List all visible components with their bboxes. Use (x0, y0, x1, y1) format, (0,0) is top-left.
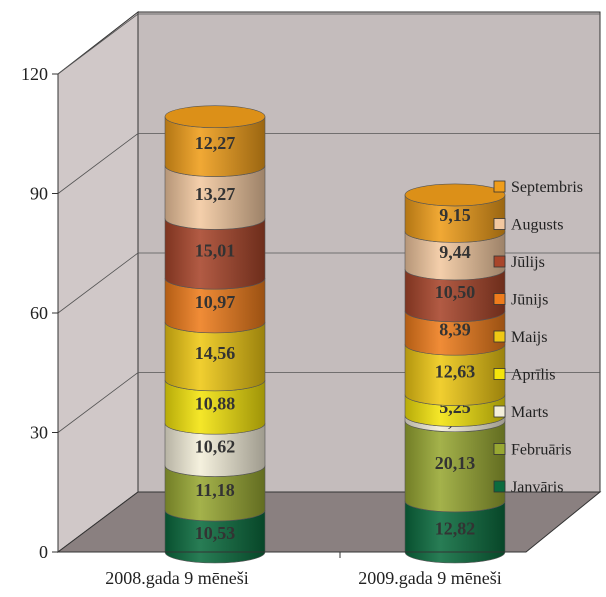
y-tick-label: 30 (30, 423, 48, 443)
left-wall (57, 10, 139, 553)
y-tick-label: 90 (30, 184, 48, 204)
legend-swatch (493, 480, 506, 493)
legend-item: Septembris (493, 179, 583, 196)
data-label: 11,18 (195, 480, 235, 500)
legend-item: Janvāris (493, 479, 563, 496)
legend-label: Aprīlis (511, 367, 555, 384)
legend-swatch (493, 255, 506, 268)
gridline (57, 133, 600, 194)
legend-label: Augusts (511, 217, 563, 234)
x-tick-label: 2008.gada 9 mēneši (105, 568, 248, 588)
legend-item: Februāris (493, 442, 571, 459)
legend-item: Aprīlis (493, 367, 555, 384)
legend-swatch (493, 293, 506, 305)
bar-top-cap (404, 183, 506, 207)
legend-swatch (493, 218, 506, 230)
data-label: 10,50 (435, 282, 476, 302)
legend-item: Augusts (493, 217, 563, 234)
data-label: 20,13 (435, 453, 476, 473)
data-label: 15,01 (195, 240, 236, 260)
legend-swatch (493, 330, 506, 343)
legend-label: Janvāris (511, 479, 563, 496)
data-label: 10,97 (195, 292, 236, 312)
data-label: 14,56 (195, 343, 236, 363)
data-label: 12,82 (435, 518, 476, 538)
gridline (57, 13, 600, 75)
data-label: 10,53 (195, 523, 236, 543)
data-bars: 10,53 11,18 10,62 10,88 14,56 10,97 15,01 13,27… (164, 105, 506, 564)
bar-stack: 10,53 11,18 10,62 10,88 14,56 10,97 15,01 13,27… (164, 105, 266, 564)
y-tick-label: 60 (30, 303, 48, 323)
data-label: 9,15 (439, 205, 471, 225)
bar-top-cap (164, 105, 266, 128)
legend: Janvāris Februāris Marts Aprīlis Maijs Jūnijs… (493, 179, 583, 496)
legend-swatch (493, 443, 506, 455)
data-label: 9,44 (439, 242, 471, 262)
legend-item: Maijs (493, 329, 547, 346)
legend-label: Marts (511, 404, 548, 421)
data-label: 8,39 (439, 320, 471, 340)
y-axis: 0 30 60 90 120 (21, 64, 59, 562)
legend-label: Septembris (511, 179, 583, 196)
legend-label: Februāris (511, 442, 571, 459)
data-label: 13,27 (195, 184, 236, 204)
floor (56, 491, 602, 553)
legend-swatch (493, 405, 506, 418)
legend-item: Jūnijs (493, 292, 548, 309)
chart-walls (56, 10, 602, 553)
legend-label: Jūnijs (511, 292, 548, 309)
data-label: 10,62 (195, 436, 236, 456)
legend-item: Jūlijs (493, 254, 545, 271)
y-tick-label: 120 (21, 64, 48, 84)
x-tick-label: 2009.gada 9 mēneši (358, 568, 501, 588)
legend-swatch (493, 180, 506, 193)
data-label: 12,63 (435, 361, 476, 381)
legend-label: Jūlijs (511, 254, 545, 271)
data-label: 12,27 (195, 133, 236, 153)
x-axis: 2008.gada 9 mēneši 2009.gada 9 mēneši (58, 551, 526, 588)
data-label: 10,88 (195, 394, 236, 414)
y-tick-label: 0 (39, 542, 48, 562)
legend-swatch (493, 368, 506, 380)
legend-item: Marts (493, 404, 548, 421)
legend-label: Maijs (511, 329, 547, 346)
